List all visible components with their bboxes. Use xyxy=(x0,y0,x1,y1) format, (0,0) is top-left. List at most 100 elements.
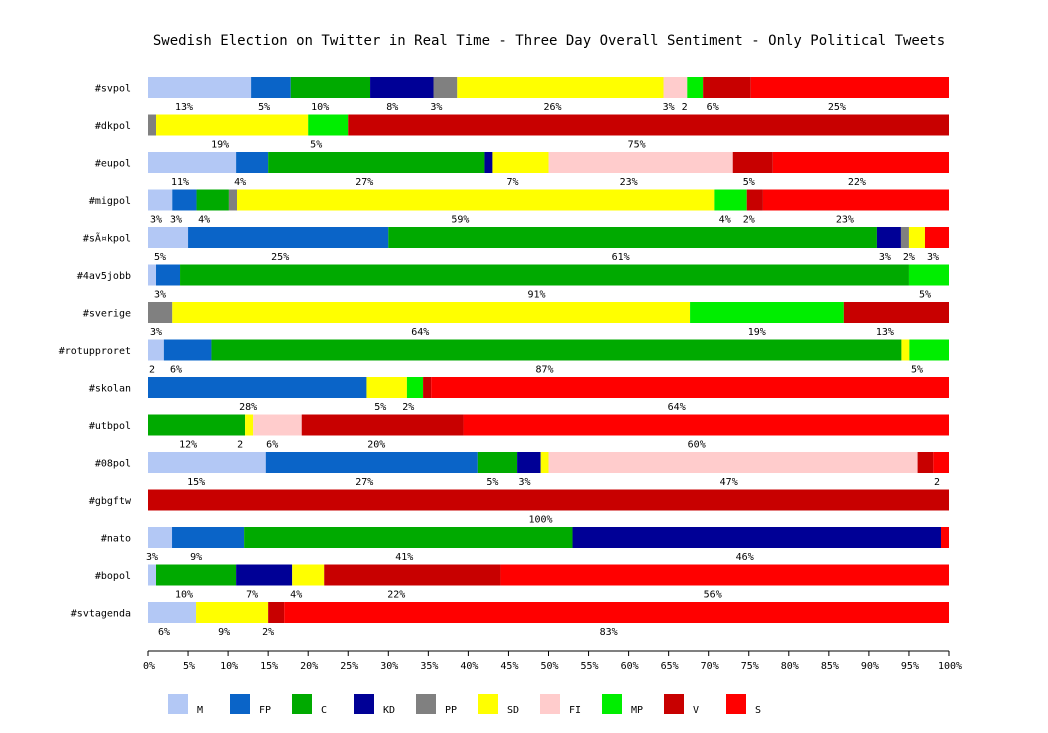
bar-segment-fp xyxy=(172,189,197,211)
bar-segment-kd xyxy=(236,564,293,586)
bar-segment-fp xyxy=(148,377,367,398)
segment-percent-label: 20% xyxy=(367,440,385,451)
segment-percent-label: 64% xyxy=(668,402,686,413)
segment-percent-label: 5% xyxy=(486,477,498,488)
segment-percent-label: 28% xyxy=(239,402,257,413)
bar-segment-s xyxy=(940,527,949,548)
legend-label: FP xyxy=(259,705,271,716)
category-label: #gbgftw xyxy=(89,496,132,507)
bar-segment-c xyxy=(268,152,485,173)
x-tick-label: 60% xyxy=(621,661,639,672)
segment-percent-label: 91% xyxy=(527,290,545,301)
legend-swatch-s xyxy=(726,694,746,714)
x-tick-label: 25% xyxy=(340,661,358,672)
bar-segment-s xyxy=(500,564,949,586)
segment-percent-label: 5% xyxy=(743,177,755,188)
bar-segment-m xyxy=(148,77,252,98)
x-tick-label: 35% xyxy=(420,661,438,672)
segment-percent-label: 27% xyxy=(355,177,373,188)
segment-percent-label: 2% xyxy=(903,252,915,263)
segment-percent-label: 59% xyxy=(451,215,469,226)
bar-segment-c xyxy=(388,227,877,248)
segment-percent-label: 3% xyxy=(663,102,675,113)
bar-segment-s xyxy=(772,152,949,173)
x-tick-label: 85% xyxy=(821,661,839,672)
segment-percent-label: 19% xyxy=(211,140,229,151)
segment-percent-label: 3% xyxy=(150,327,162,338)
bar-segment-fp xyxy=(236,152,269,173)
legend-swatch-m xyxy=(168,694,188,714)
bar-segment-fp xyxy=(265,452,478,473)
legend-swatch-pp xyxy=(416,694,436,714)
bar-segment-fi xyxy=(548,452,918,473)
segment-percent-label: 11% xyxy=(171,177,189,188)
bar-segment-c xyxy=(148,414,246,436)
segment-percent-label: 9% xyxy=(190,552,202,563)
segment-percent-label: 64% xyxy=(411,327,429,338)
bar-segment-sd xyxy=(245,414,254,436)
x-tick-label: 65% xyxy=(661,661,679,672)
bar-segment-mp xyxy=(714,189,747,211)
segment-percent-label: 5% xyxy=(258,102,270,113)
x-tick-label: 95% xyxy=(901,661,919,672)
bar-segment-s xyxy=(284,602,949,623)
bar-segment-m xyxy=(148,264,157,286)
bar-segment-sd xyxy=(457,77,664,98)
bar-segment-v xyxy=(732,152,773,173)
bar-segment-m xyxy=(148,152,237,173)
legend: M FP C KD PP SD FI MP V S xyxy=(168,694,761,716)
segment-percent-label: 3% xyxy=(927,252,939,263)
bar-segment-c xyxy=(244,527,573,548)
bar-segment-sd xyxy=(492,152,549,173)
bar-segment-m xyxy=(148,527,173,548)
category-label: #utbpol xyxy=(89,421,131,432)
segment-percent-label: 4% xyxy=(719,215,731,226)
bar-segment-sd xyxy=(172,302,691,323)
segment-percent-label: 25% xyxy=(828,102,846,113)
segment-percent-label: 19% xyxy=(748,327,766,338)
bar-segment-sd xyxy=(908,227,925,248)
segment-percent-label: 8% xyxy=(386,102,398,113)
bar-segment-v xyxy=(348,114,949,136)
x-tick-label: 30% xyxy=(380,661,398,672)
category-label: #migpol xyxy=(89,196,131,207)
segment-percent-label: 3% xyxy=(150,215,162,226)
category-label: #08pol xyxy=(95,459,131,470)
segment-percent-label: 2% xyxy=(262,627,274,638)
bar-segment-pp xyxy=(900,227,909,248)
x-tick-label: 90% xyxy=(861,661,879,672)
bar-segment-mp xyxy=(406,377,424,398)
bar-segment-fp xyxy=(188,227,389,248)
segment-percent-label: 100% xyxy=(528,515,552,526)
bar-segment-v xyxy=(148,489,949,511)
legend-swatch-fi xyxy=(540,694,560,714)
bar-segment-pp xyxy=(228,189,237,211)
segment-percent-label: 7% xyxy=(246,590,258,601)
bar-segment-pp xyxy=(433,77,458,98)
segment-percent-label: 2% xyxy=(743,215,755,226)
legend-label: FI xyxy=(569,705,581,716)
x-tick-label: 5% xyxy=(183,661,195,672)
bar-segment-mp xyxy=(909,339,949,361)
segment-percent-label: 3% xyxy=(146,552,158,563)
segment-percent-label: 12% xyxy=(179,440,197,451)
x-tick-label: 100% xyxy=(938,661,962,672)
bar-segment-sd xyxy=(237,189,715,211)
category-label: #rotupproret xyxy=(59,346,131,357)
bar-segment-m xyxy=(148,452,266,473)
bar-segment-c xyxy=(211,339,902,361)
segment-percent-label: 56% xyxy=(704,590,722,601)
bar-segment-fi xyxy=(253,414,302,436)
segment-percent-label: 7% xyxy=(506,177,518,188)
x-tick-label: 10% xyxy=(220,661,238,672)
category-label: #eupol xyxy=(95,159,131,170)
bar-segment-sd xyxy=(366,377,407,398)
bar-segment-sd xyxy=(156,114,309,136)
legend-label: MP xyxy=(631,705,643,716)
legend-label: PP xyxy=(445,705,457,716)
bar-segment-c xyxy=(196,189,229,211)
bars-group xyxy=(148,77,949,623)
segment-percent-label: 2% xyxy=(402,402,414,413)
segment-percent-label: 9% xyxy=(218,627,230,638)
